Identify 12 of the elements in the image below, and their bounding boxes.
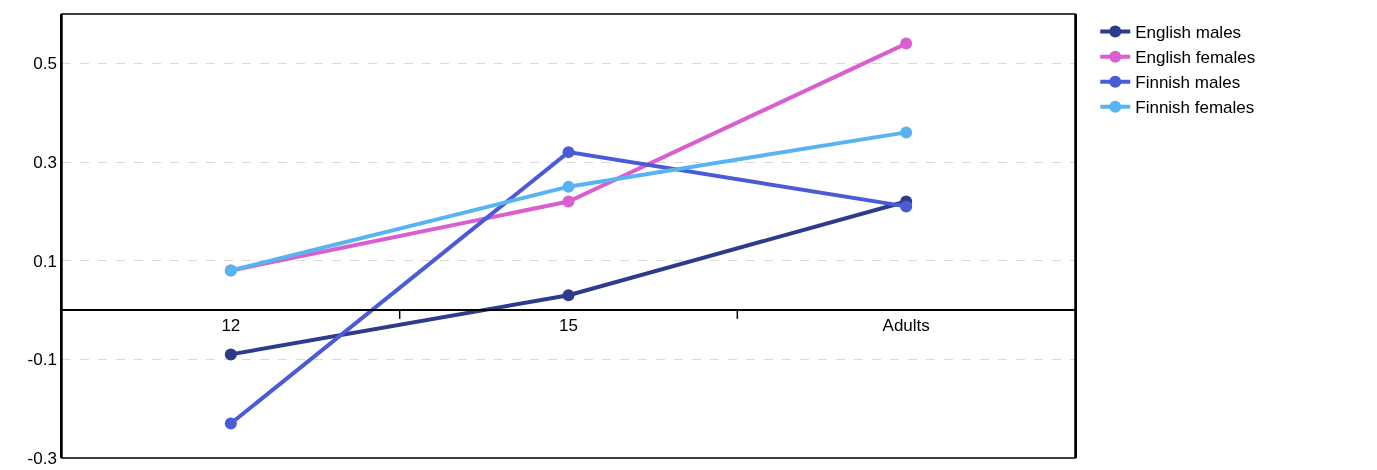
x-tick-label: 15 [559,316,578,336]
y-tick-label: 0.3 [33,152,57,172]
y-tick-label: 0.1 [33,251,57,271]
y-tick-label: -0.3 [27,448,57,468]
legend-label: Finnish males [1135,73,1241,93]
legend-label: English males [1135,23,1242,43]
y-tick-label: -0.1 [27,350,57,370]
y-tick-label: 0.5 [33,54,57,74]
x-tick-label: 12 [221,316,241,336]
legend-label: English females [1135,48,1256,68]
x-tick-label: Adults [882,316,930,336]
legend-label: Finnish females [1135,98,1255,118]
